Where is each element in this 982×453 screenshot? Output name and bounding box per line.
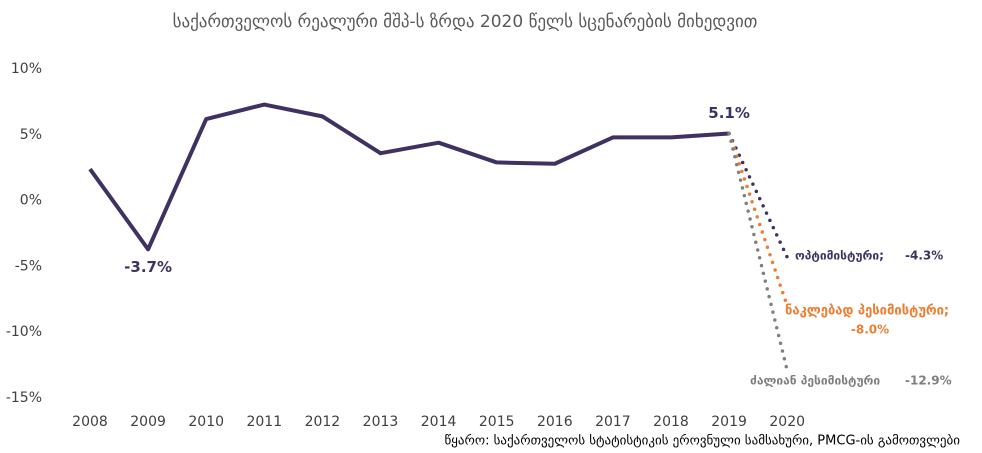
x-tick-label: 2013 (363, 414, 399, 430)
y-tick-label: -15% (6, 390, 42, 406)
y-tick-label: 10% (11, 61, 42, 77)
y-tick-label: 5% (20, 127, 42, 143)
y-tick-label: -10% (6, 324, 42, 340)
source-note: წყარო: საქართველოს სტატისტიკის ეროვნული … (444, 434, 960, 449)
x-tick-label: 2008 (72, 414, 108, 430)
value-label: -12.9% (905, 374, 952, 388)
value-label: -4.3% (905, 249, 943, 263)
x-tick-label: 2017 (595, 414, 631, 430)
x-tick-label: 2010 (188, 414, 224, 430)
x-tick-label: 2011 (246, 414, 282, 430)
x-tick-label: 2018 (653, 414, 689, 430)
line (727, 131, 789, 373)
x-tick-label: 2020 (769, 414, 805, 430)
x-tick-label: 2016 (537, 414, 573, 430)
x-tick-label: 2015 (479, 414, 515, 430)
y-tick-label: 0% (20, 193, 42, 209)
line (727, 131, 789, 308)
x-tick-label: 2012 (305, 414, 341, 430)
x-tick-label: 2019 (711, 414, 747, 430)
line (88, 102, 730, 252)
x-tick-label: 2009 (130, 414, 166, 430)
y-tick-label: -5% (15, 258, 42, 274)
legend-label: ნაკლებად პესიმისტური; (785, 304, 949, 319)
value-label: -3.7% (124, 258, 172, 276)
legend-label: ძალიან პესიმისტური (750, 374, 880, 388)
value-label: 5.1% (708, 104, 750, 122)
line (727, 131, 789, 259)
value-label: -8.0% (851, 323, 889, 337)
x-tick-label: 2014 (421, 414, 457, 430)
chart-title: საქართველოს რეალური მშპ-ს ზრდა 2020 წელს… (173, 12, 758, 32)
legend-label: ოპტიმისტური; (795, 249, 884, 263)
